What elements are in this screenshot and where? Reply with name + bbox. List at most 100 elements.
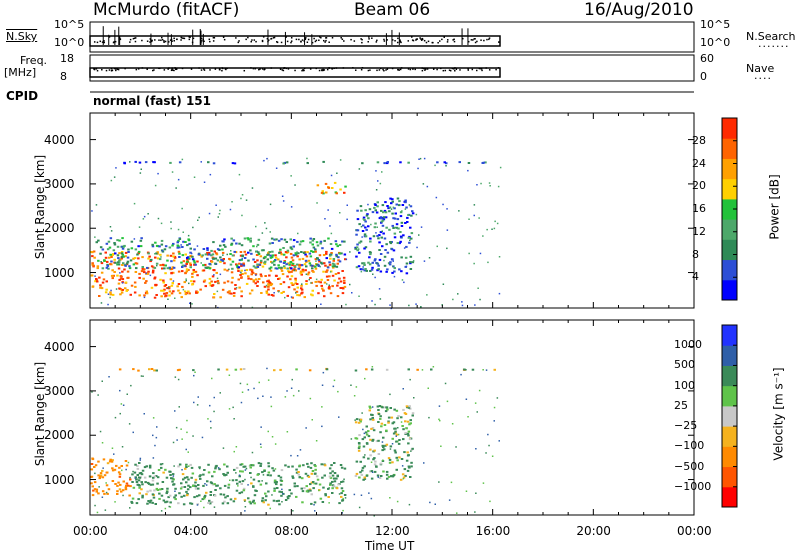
velocity-noise-cell bbox=[228, 374, 231, 376]
velocity-noise-cell bbox=[199, 467, 201, 470]
power-cell-r0 bbox=[252, 279, 255, 282]
power-cell-r1 bbox=[325, 257, 328, 260]
velocity-noise-cell bbox=[284, 396, 287, 398]
power-cell-r0 bbox=[289, 252, 293, 255]
nsky-dot bbox=[163, 41, 165, 43]
velocity-noise-cell bbox=[127, 461, 130, 464]
velocity-cell-r2 bbox=[360, 473, 364, 476]
power-cell-r1 bbox=[130, 240, 134, 243]
power-cell-r1 bbox=[316, 244, 320, 247]
velocity-cell-r1 bbox=[201, 498, 204, 501]
velocity-colorbar-segment bbox=[722, 426, 737, 447]
freq-dot bbox=[285, 67, 288, 70]
power-cell-r1 bbox=[335, 253, 338, 256]
velocity-cell-r2 bbox=[375, 440, 379, 443]
power-cell-r0 bbox=[109, 293, 113, 296]
velocity-ylabel: Slant Range [km] bbox=[33, 361, 48, 467]
power-noise-cell bbox=[129, 161, 131, 163]
power-cell-r4 bbox=[445, 162, 448, 165]
power-noise-cell bbox=[315, 278, 318, 281]
power-noise-cell bbox=[264, 222, 266, 224]
velocity-noise-cell bbox=[257, 397, 259, 400]
velocity-cell-r1 bbox=[227, 486, 230, 489]
power-cell-r3 bbox=[398, 200, 401, 203]
power-cell-r1 bbox=[268, 267, 271, 270]
power-cell-r3 bbox=[396, 242, 400, 244]
power-cell-r1 bbox=[176, 246, 179, 249]
freq-dot bbox=[326, 68, 329, 71]
velocity-cell-r2 bbox=[402, 408, 405, 411]
power-cell-r3 bbox=[369, 253, 372, 256]
velocity-noise-cell bbox=[192, 435, 194, 437]
power-cell-r0 bbox=[342, 287, 345, 290]
power-cell-r1 bbox=[242, 264, 246, 267]
nsky-dot bbox=[161, 38, 164, 41]
velocity-cell-r1 bbox=[252, 478, 256, 481]
freq-dot bbox=[382, 68, 384, 71]
power-cell-r1 bbox=[252, 258, 255, 261]
velocity-noise-cell bbox=[395, 435, 397, 437]
velocity-noise-cell bbox=[274, 443, 277, 445]
freq-dot bbox=[198, 67, 200, 69]
velocity-cell-r2 bbox=[395, 456, 398, 459]
power-noise-cell bbox=[377, 263, 379, 265]
power-cell-r1 bbox=[189, 251, 192, 254]
velocity-noise-cell bbox=[120, 403, 123, 405]
power-cell-r3 bbox=[383, 209, 387, 212]
power-ytick-label: 4000 bbox=[44, 132, 75, 147]
power-cell-r4 bbox=[386, 161, 389, 163]
power-cell-r0 bbox=[305, 255, 309, 258]
velocity-cell-r2 bbox=[365, 425, 368, 428]
power-cell-r3 bbox=[383, 255, 387, 258]
velocity-noise-cell bbox=[321, 406, 323, 408]
power-cell-r0 bbox=[337, 259, 340, 262]
velocity-cell-r1 bbox=[143, 466, 147, 469]
power-cell-r0 bbox=[106, 260, 109, 263]
velocity-cell-r1 bbox=[186, 476, 189, 479]
power-cell-r0 bbox=[282, 281, 286, 284]
power-cell-r3 bbox=[377, 264, 380, 267]
power-cell-r1 bbox=[252, 245, 255, 248]
power-noise-cell bbox=[346, 218, 348, 221]
freq-dot bbox=[386, 68, 389, 70]
power-cell-r0 bbox=[284, 251, 288, 253]
freq-dot bbox=[174, 67, 176, 69]
power-cell-r1 bbox=[285, 241, 288, 243]
velocity-cell-r1 bbox=[191, 472, 195, 475]
velocity-cell-r2 bbox=[367, 457, 370, 460]
freq-dot bbox=[449, 69, 452, 72]
velocity-cell-r2 bbox=[354, 474, 358, 477]
power-cell-r0 bbox=[144, 281, 147, 284]
freq-dot bbox=[218, 67, 221, 70]
power-cell-r0 bbox=[164, 284, 168, 286]
power-noise-cell bbox=[408, 204, 411, 206]
nsky-dot bbox=[119, 37, 121, 40]
freq-dot bbox=[354, 69, 357, 71]
power-cell-r0 bbox=[314, 258, 318, 261]
velocity-cell-r1 bbox=[306, 474, 310, 477]
velocity-cell-r2 bbox=[379, 417, 382, 420]
power-cell-r0 bbox=[170, 292, 174, 295]
power-cell-r3 bbox=[408, 241, 411, 244]
nsky-dot bbox=[324, 41, 326, 43]
power-cell-r0 bbox=[278, 277, 281, 280]
power-cell-r0 bbox=[92, 250, 96, 253]
velocity-cell-r1 bbox=[136, 464, 139, 467]
power-cell-r2 bbox=[344, 185, 347, 188]
velocity-noise-cell bbox=[174, 490, 176, 492]
power-noise-cell bbox=[240, 197, 242, 200]
velocity-cell-r2 bbox=[372, 418, 375, 421]
power-cell-r1 bbox=[113, 242, 116, 244]
power-cell-r0 bbox=[134, 271, 138, 273]
nsky-dot bbox=[399, 39, 401, 41]
power-cell-r0 bbox=[121, 264, 124, 266]
velocity-cell-r1 bbox=[171, 480, 174, 483]
nsky-dot bbox=[150, 40, 153, 43]
power-cell-r0 bbox=[240, 290, 243, 293]
power-cell-r0 bbox=[234, 284, 237, 286]
power-cell-r3 bbox=[358, 251, 361, 254]
power-cell-r3 bbox=[406, 221, 409, 223]
nsky-dot bbox=[253, 39, 256, 41]
power-cell-r1 bbox=[268, 251, 271, 253]
power-cell-r1 bbox=[230, 242, 234, 245]
